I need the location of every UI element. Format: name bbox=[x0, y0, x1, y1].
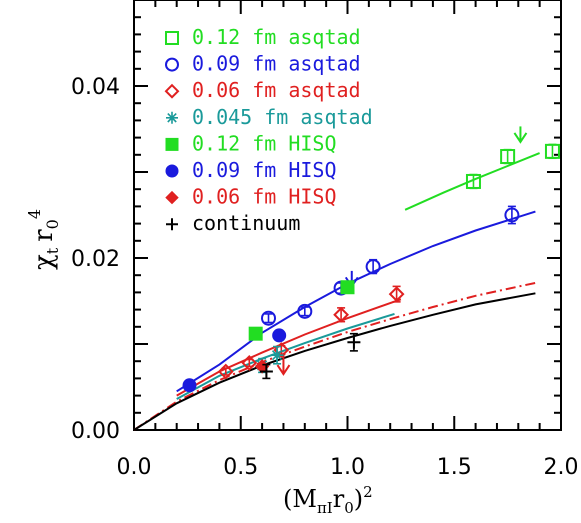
fit-curve bbox=[176, 210, 536, 393]
x-tick-label: 0.5 bbox=[223, 455, 258, 480]
point-open-square bbox=[500, 149, 516, 165]
legend-label: continuum bbox=[192, 211, 300, 235]
x-tick-label: 0.0 bbox=[117, 455, 152, 480]
legend-label: 0.06 fm asqtad bbox=[192, 78, 361, 102]
point-open-circle bbox=[504, 207, 520, 223]
legend-label: 0.09 fm HISQ bbox=[192, 158, 337, 182]
point-open-square bbox=[544, 143, 560, 159]
y-tick-labels: 0.00 0.02 0.04 bbox=[71, 75, 120, 444]
legend-label: 0.12 fm asqtad bbox=[192, 25, 361, 49]
x-tick-label: 1.0 bbox=[330, 455, 365, 480]
fit-curve bbox=[176, 312, 395, 400]
y-axis-title: χtr04 bbox=[25, 209, 62, 270]
point-star bbox=[270, 348, 284, 362]
point-open-circle bbox=[165, 57, 179, 72]
fit-curve bbox=[133, 292, 536, 431]
arrow-head bbox=[276, 364, 291, 376]
point-open-square bbox=[165, 31, 179, 45]
point-open-diamond bbox=[333, 306, 350, 323]
point-open-diamond bbox=[164, 83, 180, 99]
y-tick-label: 0.02 bbox=[71, 247, 120, 272]
point-open-diamond bbox=[241, 355, 258, 371]
point-plus bbox=[259, 365, 273, 379]
point-plus bbox=[166, 218, 178, 231]
y-tick-label: 0.00 bbox=[71, 419, 120, 444]
data-points bbox=[182, 143, 560, 393]
point-open-circle bbox=[261, 310, 277, 326]
point-open-diamond bbox=[388, 286, 405, 303]
legend-label: 0.12 fm HISQ bbox=[192, 131, 337, 155]
x-tick-label: 2.0 bbox=[544, 455, 579, 480]
legend-label: 0.06 fm HISQ bbox=[192, 185, 337, 209]
arrow-head bbox=[513, 132, 528, 144]
point-filled-circle bbox=[165, 164, 179, 178]
point-open-square bbox=[465, 173, 481, 189]
point-plus bbox=[347, 335, 361, 349]
x-tick-labels: 0.0 0.5 1.0 1.5 2.0 bbox=[117, 455, 579, 480]
fit-curve bbox=[404, 152, 540, 211]
axis-ticks bbox=[133, 0, 562, 431]
point-filled-square bbox=[340, 280, 355, 295]
point-filled-diamond bbox=[165, 190, 179, 205]
legend-label: 0.045 fm asqtad bbox=[192, 105, 373, 129]
legend-label: 0.09 fm asqtad bbox=[192, 52, 361, 76]
x-tick-label: 1.5 bbox=[437, 455, 472, 480]
fit-curve bbox=[133, 281, 536, 431]
point-filled-circle bbox=[272, 328, 287, 343]
point-open-circle bbox=[297, 303, 313, 319]
fit-curve bbox=[176, 298, 402, 397]
x-axis-title: (MπIr0)2 bbox=[283, 483, 373, 517]
point-filled-square bbox=[165, 137, 179, 151]
point-filled-circle bbox=[182, 378, 197, 393]
point-open-circle bbox=[365, 259, 381, 275]
y-tick-label: 0.04 bbox=[71, 75, 120, 100]
point-star bbox=[166, 111, 178, 124]
point-filled-square bbox=[248, 326, 263, 341]
point-open-diamond bbox=[217, 363, 234, 380]
